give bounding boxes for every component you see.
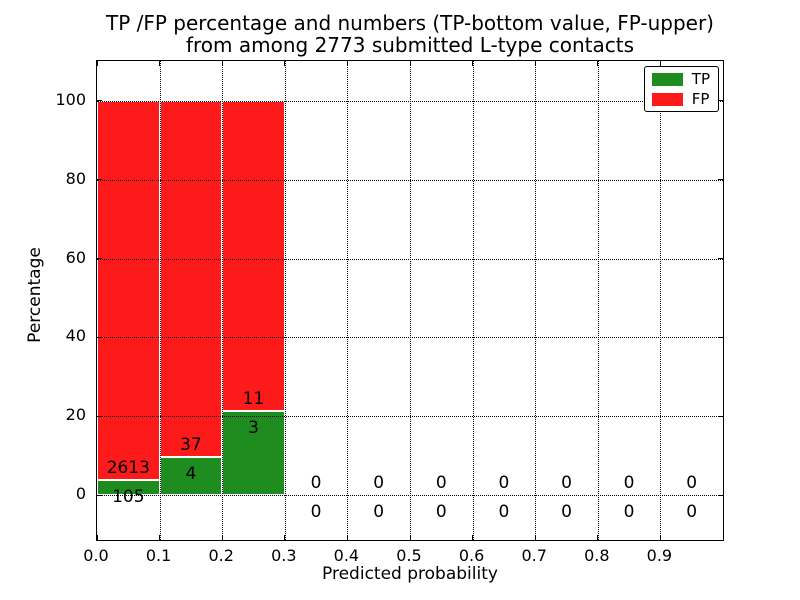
x-tick-label-0.8: 0.8 xyxy=(584,546,610,565)
y-tick-label-80: 80 xyxy=(65,168,86,188)
fp-count-bin-0: 2613 xyxy=(106,457,150,478)
fp-count-bin-7: 0 xyxy=(561,473,572,494)
y-tick-label-100: 100 xyxy=(55,89,86,109)
gridline-x-0.8 xyxy=(597,61,599,540)
x-tick-label-0.1: 0.1 xyxy=(145,546,172,565)
gridline-x-0.6 xyxy=(472,61,474,540)
x-tickmark-top-0.4 xyxy=(346,61,348,66)
x-tickmark-bottom-0.9 xyxy=(659,535,661,540)
x-tickmark-top-0.8 xyxy=(597,61,599,66)
fp-count-bin-1: 37 xyxy=(180,434,202,455)
x-tickmark-bottom-0 xyxy=(96,535,98,540)
tp-count-bin-7: 0 xyxy=(561,502,572,522)
y-tickmark-left-60 xyxy=(97,258,102,259)
fp-count-bin-9: 0 xyxy=(686,473,698,494)
x-tickmark-bottom-0.5 xyxy=(409,535,411,540)
y-tickmark-right-80 xyxy=(718,179,723,181)
x-tickmark-top-0.2 xyxy=(221,61,223,66)
legend-label-tp: TP xyxy=(691,70,710,88)
x-tickmark-top-0.1 xyxy=(159,61,161,66)
x-tickmark-top-0 xyxy=(96,61,98,66)
y-tickmark-right-40 xyxy=(718,336,723,338)
tp-count-bin-5: 0 xyxy=(435,502,447,522)
legend-label-fp: FP xyxy=(691,90,710,108)
x-tickmark-top-0.6 xyxy=(472,61,474,66)
x-tick-label-0.4: 0.4 xyxy=(333,546,360,565)
chart-title: TP /FP percentage and numbers (TP-bottom… xyxy=(96,12,724,56)
y-tickmark-left-100 xyxy=(97,100,102,102)
y-tick-label-60: 60 xyxy=(65,247,86,267)
x-tick-label-0.5: 0.5 xyxy=(396,546,422,565)
legend: TP FP xyxy=(643,66,719,112)
fp-count-bin-4: 0 xyxy=(373,473,385,494)
gridline-x-0.4 xyxy=(347,61,349,540)
tp-count-bin-9: 0 xyxy=(686,502,698,522)
legend-item-tp: TP xyxy=(651,70,710,88)
x-tickmark-top-0.7 xyxy=(534,61,536,66)
x-tickmark-bottom-0.3 xyxy=(284,535,286,540)
x-tick-label-0.6: 0.6 xyxy=(458,546,485,565)
y-tickmark-left-20 xyxy=(97,415,102,417)
x-tickmark-bottom-0.6 xyxy=(472,535,474,540)
fp-count-bin-6: 0 xyxy=(498,473,510,494)
x-tick-label-0.0: 0.0 xyxy=(83,546,109,565)
bar-tp-bin-1 xyxy=(159,456,223,496)
y-tickmark-right-0 xyxy=(718,494,723,496)
gridline-x-0.3 xyxy=(284,61,286,540)
y-tick-label-40: 40 xyxy=(65,326,86,346)
y-tick-label-0: 0 xyxy=(75,484,86,504)
bar-fp-bin-0 xyxy=(97,100,160,480)
bar-fp-bin-1 xyxy=(159,100,223,457)
y-tickmark-left-40 xyxy=(97,336,102,338)
fp-count-bin-5: 0 xyxy=(435,473,447,494)
bar-tp-bin-0 xyxy=(97,479,160,496)
legend-item-fp: FP xyxy=(651,90,710,108)
x-tickmark-bottom-0.4 xyxy=(346,535,348,540)
fp-count-bin-2: 11 xyxy=(242,388,265,409)
legend-swatch-fp xyxy=(651,92,683,106)
legend-swatch-tp xyxy=(651,72,683,86)
y-tick-label-20: 20 xyxy=(65,405,86,425)
plot-area: TP FP 2613 105 37 4 11 3 0 0 0 0 0 0 0 0 0 0 0 0 0 0 xyxy=(96,60,724,541)
fp-count-bin-3: 0 xyxy=(310,473,322,494)
y-tickmark-right-60 xyxy=(718,258,723,259)
gridline-x-0.7 xyxy=(535,61,537,540)
x-tick-label-0.3: 0.3 xyxy=(271,546,297,565)
tp-count-bin-8: 0 xyxy=(623,502,635,522)
chart-title-line2: from among 2773 submitted L-type contact… xyxy=(185,33,635,57)
tp-count-bin-6: 0 xyxy=(498,502,510,522)
x-tick-label-0.2: 0.2 xyxy=(208,546,234,565)
bar-fp-bin-2 xyxy=(222,100,285,411)
fp-count-bin-8: 0 xyxy=(623,473,635,494)
chart-title-line1: TP /FP percentage and numbers (TP-bottom… xyxy=(106,11,714,35)
x-axis-label: Predicted probability xyxy=(322,564,498,584)
x-tickmark-bottom-0.1 xyxy=(159,535,161,540)
tp-count-bin-0: 105 xyxy=(112,486,145,507)
x-tickmark-top-0.5 xyxy=(409,61,411,66)
gridline-x-0.9 xyxy=(660,61,662,540)
x-tick-label-0.7: 0.7 xyxy=(521,546,547,565)
x-tickmark-bottom-0.8 xyxy=(597,535,599,540)
y-tickmark-left-0 xyxy=(97,494,102,496)
bar-tp-bin-2 xyxy=(222,410,285,496)
gridline-x-0.5 xyxy=(410,61,411,540)
x-tickmark-top-0.3 xyxy=(284,61,286,66)
y-tickmark-left-80 xyxy=(97,179,102,181)
x-tickmark-bottom-0.7 xyxy=(534,535,536,540)
gridline-y-0 xyxy=(97,495,723,497)
x-tickmark-bottom-0.2 xyxy=(221,535,223,540)
tp-count-bin-4: 0 xyxy=(373,502,385,522)
tp-count-bin-1: 4 xyxy=(185,463,197,484)
tp-count-bin-2: 3 xyxy=(248,417,259,438)
tp-count-bin-3: 0 xyxy=(310,502,322,522)
x-tick-label-0.9: 0.9 xyxy=(646,546,673,565)
y-tickmark-right-20 xyxy=(718,415,723,417)
